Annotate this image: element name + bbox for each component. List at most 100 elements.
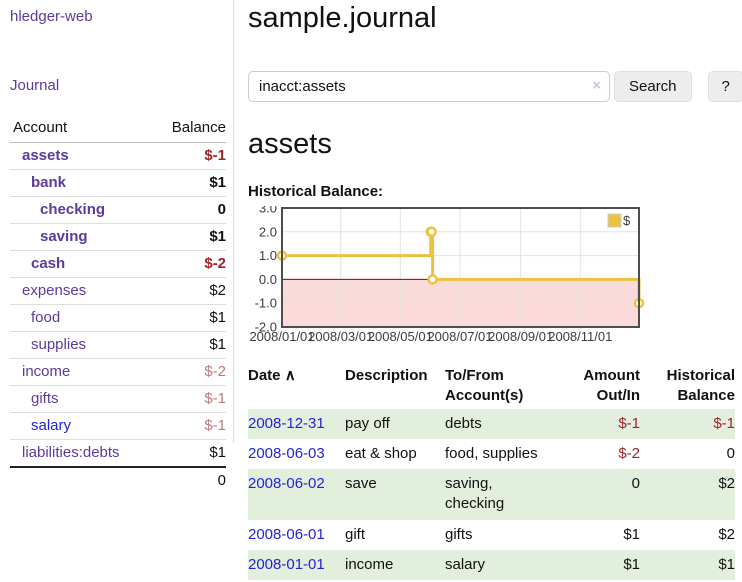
date-link[interactable]: 2008-12-31 [248, 414, 325, 432]
description-cell: pay off [345, 414, 390, 432]
date-link[interactable]: 2008-06-03 [248, 444, 325, 462]
register-table: Date ∧ Description To/From Account(s) Am… [248, 364, 735, 580]
account-balance: $1 [151, 169, 226, 197]
description-cell: gift [345, 525, 366, 543]
account-row: checking 0 [10, 196, 226, 224]
register-header-amount: Amount Out/In [583, 367, 640, 405]
svg-text:0.0: 0.0 [259, 272, 277, 287]
amount-cell: $-2 [618, 444, 640, 462]
date-link[interactable]: 2008-01-01 [248, 555, 325, 573]
account-balance: $-1 [151, 385, 226, 413]
account-link[interactable]: checking [40, 201, 106, 218]
sidebar: hledger-web Journal Account Balance asse… [0, 0, 234, 580]
account-link[interactable]: liabilities:debts [22, 444, 120, 461]
sidebar-item-journal[interactable]: Journal [10, 77, 60, 94]
account-link[interactable]: gifts [31, 390, 59, 407]
search-input[interactable] [248, 71, 610, 102]
date-link[interactable]: 2008-06-01 [248, 525, 325, 543]
account-row: cash $-2 [10, 250, 226, 278]
search-button[interactable]: Search [614, 71, 692, 102]
account-balance: 0 [151, 196, 226, 224]
account-row: supplies $1 [10, 331, 226, 359]
register-header-balance: Historical Balance [666, 367, 735, 405]
amount-cell: $1 [623, 555, 640, 573]
register-header-date[interactable]: Date ∧ [248, 367, 296, 384]
account-link[interactable]: cash [31, 255, 66, 272]
account-row: salary $-1 [10, 412, 226, 440]
accounts-table: Account Balance assets $-1 bank $1 checking 0… [10, 116, 226, 494]
accounts-cell: gifts [445, 525, 473, 543]
accounts-cell: food, supplies [445, 444, 538, 462]
svg-text:2008/01/01: 2008/01/01 [249, 329, 314, 344]
account-balance: $-1 [151, 142, 226, 170]
balance-cell: $-1 [713, 414, 735, 432]
account-link[interactable]: bank [31, 174, 67, 191]
account-row: liabilities:debts $1 [10, 439, 226, 468]
register-header-row: Date ∧ Description To/From Account(s) Am… [248, 364, 735, 409]
account-row: saving $1 [10, 223, 226, 251]
svg-text:2008/09/01: 2008/09/01 [488, 329, 553, 344]
main-content: sample.journal × Search ? assets Histori… [234, 0, 742, 580]
svg-text:$: $ [623, 213, 631, 228]
description-cell: eat & shop [345, 444, 417, 462]
svg-text:2008/03/01: 2008/03/01 [308, 329, 373, 344]
help-button[interactable]: ? [707, 71, 742, 102]
description-cell: save [345, 475, 377, 492]
account-link[interactable]: income [22, 363, 71, 380]
register-row: 2008-06-01 gift gifts $1 $2 [248, 520, 735, 550]
balance-cell: $2 [718, 525, 735, 543]
account-balance: $-2 [151, 250, 226, 278]
clear-search-icon[interactable]: × [592, 77, 601, 94]
account-heading: assets [248, 128, 332, 160]
account-balance: $1 [151, 223, 226, 251]
page-title: sample.journal [248, 2, 437, 34]
search-field-wrap: × [248, 71, 610, 102]
account-balance: $1 [151, 304, 226, 332]
svg-text:2008/11/01: 2008/11/01 [548, 329, 612, 344]
account-row: food $1 [10, 304, 226, 332]
chart-title: Historical Balance: [248, 183, 384, 200]
account-balance: $2 [151, 277, 226, 305]
svg-text:2008/05/01: 2008/05/01 [368, 329, 433, 344]
account-link[interactable]: saving [40, 228, 88, 245]
accounts-total-balance: 0 [151, 466, 226, 494]
balance-cell: 0 [726, 444, 735, 462]
register-header-description: Description [345, 367, 428, 384]
accounts-cell: salary [445, 555, 486, 573]
account-balance: $-2 [151, 358, 226, 386]
account-row: assets $-1 [10, 142, 226, 170]
register-row: 2008-12-31 pay off debts $-1 $-1 [248, 408, 735, 439]
date-link[interactable]: 2008-06-02 [248, 475, 325, 492]
app-title-link[interactable]: hledger-web [10, 8, 93, 25]
account-link[interactable]: supplies [31, 336, 87, 353]
accounts-cell: saving, checking [445, 475, 505, 513]
account-row: gifts $-1 [10, 385, 226, 413]
amount-cell: 0 [631, 475, 640, 492]
account-balance: $-1 [151, 412, 226, 440]
account-link[interactable]: food [31, 309, 61, 326]
account-row: income $-2 [10, 358, 226, 386]
svg-text:2.0: 2.0 [259, 224, 277, 239]
svg-text:-2.0: -2.0 [255, 320, 277, 335]
register-header-accounts: To/From Account(s) [445, 367, 524, 405]
account-row: bank $1 [10, 169, 226, 197]
description-cell: income [345, 555, 394, 573]
svg-text:2008/07/01: 2008/07/01 [427, 329, 492, 344]
historical-balance-chart: $3.0 2.0 1.0 0.0 -1.0 -2.0 2008/01/01 2008/03/0… [248, 206, 742, 348]
accounts-header-balance: Balance [151, 116, 226, 143]
account-balance: $1 [151, 331, 226, 359]
register-row: 2008-06-02 save saving, checking 0 $2 [248, 469, 735, 520]
register-row: 2008-06-03 eat & shop food, supplies $-2 0 [248, 439, 735, 469]
account-link[interactable]: salary [31, 417, 72, 434]
svg-text:1.0: 1.0 [259, 248, 277, 263]
account-row: expenses $2 [10, 277, 226, 305]
accounts-cell: debts [445, 414, 482, 432]
account-link[interactable]: expenses [22, 282, 87, 299]
account-balance: $1 [151, 439, 226, 468]
balance-cell: $1 [718, 555, 735, 573]
svg-text:3.0: 3.0 [259, 206, 277, 216]
balance-cell: $2 [718, 475, 735, 492]
account-link[interactable]: assets [22, 147, 69, 164]
amount-cell: $-1 [618, 414, 640, 432]
